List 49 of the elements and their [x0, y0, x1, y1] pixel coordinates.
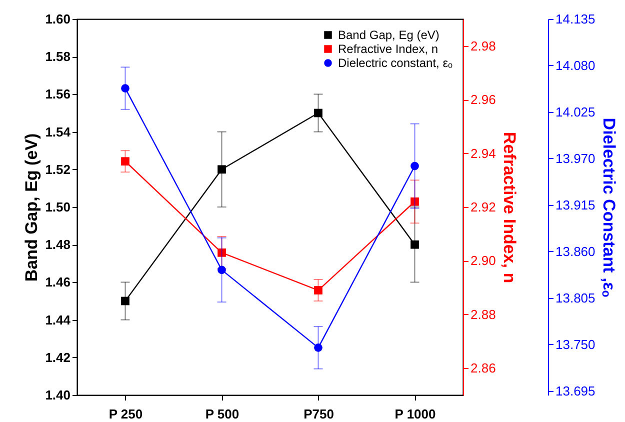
y-tick-label: 1.54 [45, 124, 72, 140]
y3-tick-label: 13.750 [556, 336, 596, 352]
x-tick-label: P 250 [108, 406, 143, 422]
y3-tick-label: 13.695 [556, 383, 596, 398]
point [314, 108, 322, 118]
point [121, 157, 130, 166]
y2-tick-label: 2.86 [470, 360, 496, 376]
y-tick-label: 1.44 [45, 312, 72, 328]
y2-tick-label: 2.92 [470, 200, 496, 214]
y-tick-label: 1.50 [45, 200, 70, 214]
legend-label: Band Gap, Eg (eV) [338, 28, 440, 42]
point [410, 240, 419, 249]
legend-label: Dielectric constant, εₒ [338, 56, 454, 70]
y3-tick-label: 14.025 [556, 104, 596, 120]
y-tick-label: 1.40 [45, 388, 70, 402]
y-tick-label: 1.60 [45, 12, 70, 26]
y-tick-label: 1.46 [45, 274, 70, 290]
y-tick-label: 1.42 [45, 350, 70, 365]
x-tick-label: P 1000 [394, 406, 436, 422]
y2-tick-label: 2.88 [470, 306, 496, 322]
y3-tick-label: 14.080 [556, 58, 596, 73]
x-tick-label: P750 [304, 406, 334, 422]
point [314, 286, 322, 294]
point [410, 197, 419, 206]
y3-tick-label: 13.915 [556, 197, 596, 212]
y-tick-label: 1.56 [45, 86, 70, 102]
y-axis-title: Band Gap, Eg (eV) [22, 133, 42, 282]
y2-tick-label: 2.90 [470, 253, 496, 268]
point [121, 84, 130, 92]
y2-tick-label: 2.96 [470, 92, 496, 108]
y2-axis-title: Refractive Index, n [500, 132, 519, 284]
point [121, 296, 130, 306]
y-tick-label: 1.58 [45, 49, 70, 64]
y-tick-label: 1.52 [45, 162, 70, 177]
point [314, 344, 322, 352]
y-tick-label: 1.48 [45, 237, 70, 252]
x-tick-label: P 500 [205, 406, 240, 422]
y3-axis-title: Dielectric Constant ,εₒ [599, 118, 618, 298]
point [218, 266, 226, 274]
y3-tick-label: 13.970 [556, 150, 596, 166]
y2-tick-label: 2.98 [470, 38, 496, 54]
point [218, 165, 226, 174]
y3-tick-label: 13.805 [556, 290, 596, 306]
legend-label: Refractive Index, n [338, 42, 438, 56]
point [410, 162, 419, 170]
y2-tick-label: 2.94 [470, 146, 496, 161]
point [218, 248, 226, 257]
y3-tick-label: 14.135 [556, 12, 596, 26]
y3-tick-label: 13.860 [556, 244, 596, 259]
